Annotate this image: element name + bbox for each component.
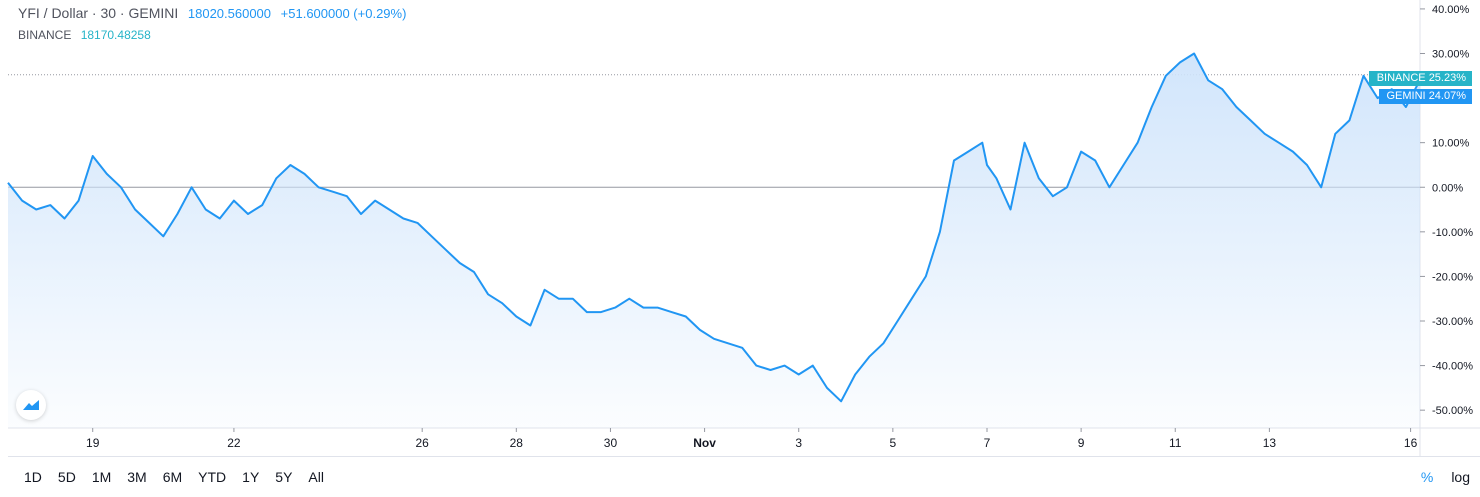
price-change: +51.600000 (+0.29%) (280, 6, 407, 21)
gemini-price-tag: GEMINI 24.07% (1378, 89, 1472, 104)
compare-symbol[interactable]: BINANCE (18, 28, 72, 42)
time-range-selector: 1D 5D 1M 3M 6M YTD 1Y 5Y All (24, 469, 324, 485)
gemini-tag-value: 24.07% (1428, 90, 1466, 102)
y-tick-label: 0.00% (1432, 182, 1463, 194)
binance-tag-value: 25.23% (1428, 72, 1466, 84)
x-tick-label: Nov (693, 436, 716, 450)
range-3m[interactable]: 3M (127, 469, 147, 485)
series-area-fill (8, 53, 1420, 428)
y-tick-label: 40.00% (1432, 4, 1470, 16)
area-fill-layer (8, 53, 1420, 428)
symbol-title[interactable]: YFI / Dollar · 30 · GEMINI (18, 5, 179, 21)
compare-legend: BINANCE 18170.48258 (18, 28, 157, 42)
range-ytd[interactable]: YTD (198, 469, 227, 485)
scale-toggle: % log (1421, 469, 1470, 485)
gemini-tag-name: GEMINI (1386, 90, 1426, 102)
y-tick-label: -20.00% (1432, 271, 1473, 283)
x-tick-label: 9 (1078, 436, 1085, 450)
y-tick-label: -50.00% (1432, 405, 1473, 417)
x-tick-label: 7 (984, 436, 991, 450)
range-5d[interactable]: 5D (57, 469, 76, 485)
x-tick-label: 22 (227, 436, 241, 450)
x-tick-label: 28 (510, 436, 524, 450)
compare-value: 18170.48258 (80, 28, 151, 42)
x-tick-label: 11 (1169, 436, 1182, 450)
x-tick-label: 16 (1404, 436, 1418, 450)
log-scale-toggle[interactable]: log (1451, 469, 1470, 485)
x-tick-label: 19 (86, 436, 100, 450)
range-6m[interactable]: 6M (162, 469, 183, 485)
last-price: 18020.560000 (187, 6, 272, 21)
range-5y[interactable]: 5Y (275, 469, 293, 485)
x-tick-label: 5 (890, 436, 897, 450)
x-tick-label: 30 (604, 436, 618, 450)
binance-price-tag: BINANCE 25.23% (1368, 71, 1472, 86)
range-1d[interactable]: 1D (24, 469, 42, 485)
x-tick-label: 13 (1263, 436, 1277, 450)
x-tick-label: 3 (795, 436, 802, 450)
x-axis: 19 22 26 28 30 Nov 3 5 7 9 11 13 16 (86, 428, 1418, 450)
percent-scale-toggle[interactable]: % (1420, 469, 1434, 485)
y-tick-label: -40.00% (1432, 361, 1473, 373)
binance-tag-name: BINANCE (1376, 72, 1426, 84)
y-tick-label: -10.00% (1432, 227, 1473, 239)
range-1y[interactable]: 1Y (242, 469, 260, 485)
x-tick-label: 26 (416, 436, 430, 450)
range-1m[interactable]: 1M (91, 469, 112, 485)
series-line (7, 52, 1421, 403)
y-tick-label: 10.00% (1432, 138, 1470, 150)
tradingview-logo-icon[interactable] (16, 390, 46, 420)
bottom-toolbar: 1D 5D 1M 3M 6M YTD 1Y 5Y All % log (8, 456, 1480, 497)
symbol-legend: YFI / Dollar · 30 · GEMINI 18020.560000 … (18, 5, 412, 21)
series-line-layer (7, 52, 1421, 403)
y-tick-label: 30.00% (1432, 49, 1470, 61)
y-tick-label: -30.00% (1432, 316, 1473, 328)
range-all[interactable]: All (308, 469, 324, 485)
y-axis: 40.00%30.00%20.00%10.00%0.00%-10.00%-20.… (1420, 4, 1473, 417)
